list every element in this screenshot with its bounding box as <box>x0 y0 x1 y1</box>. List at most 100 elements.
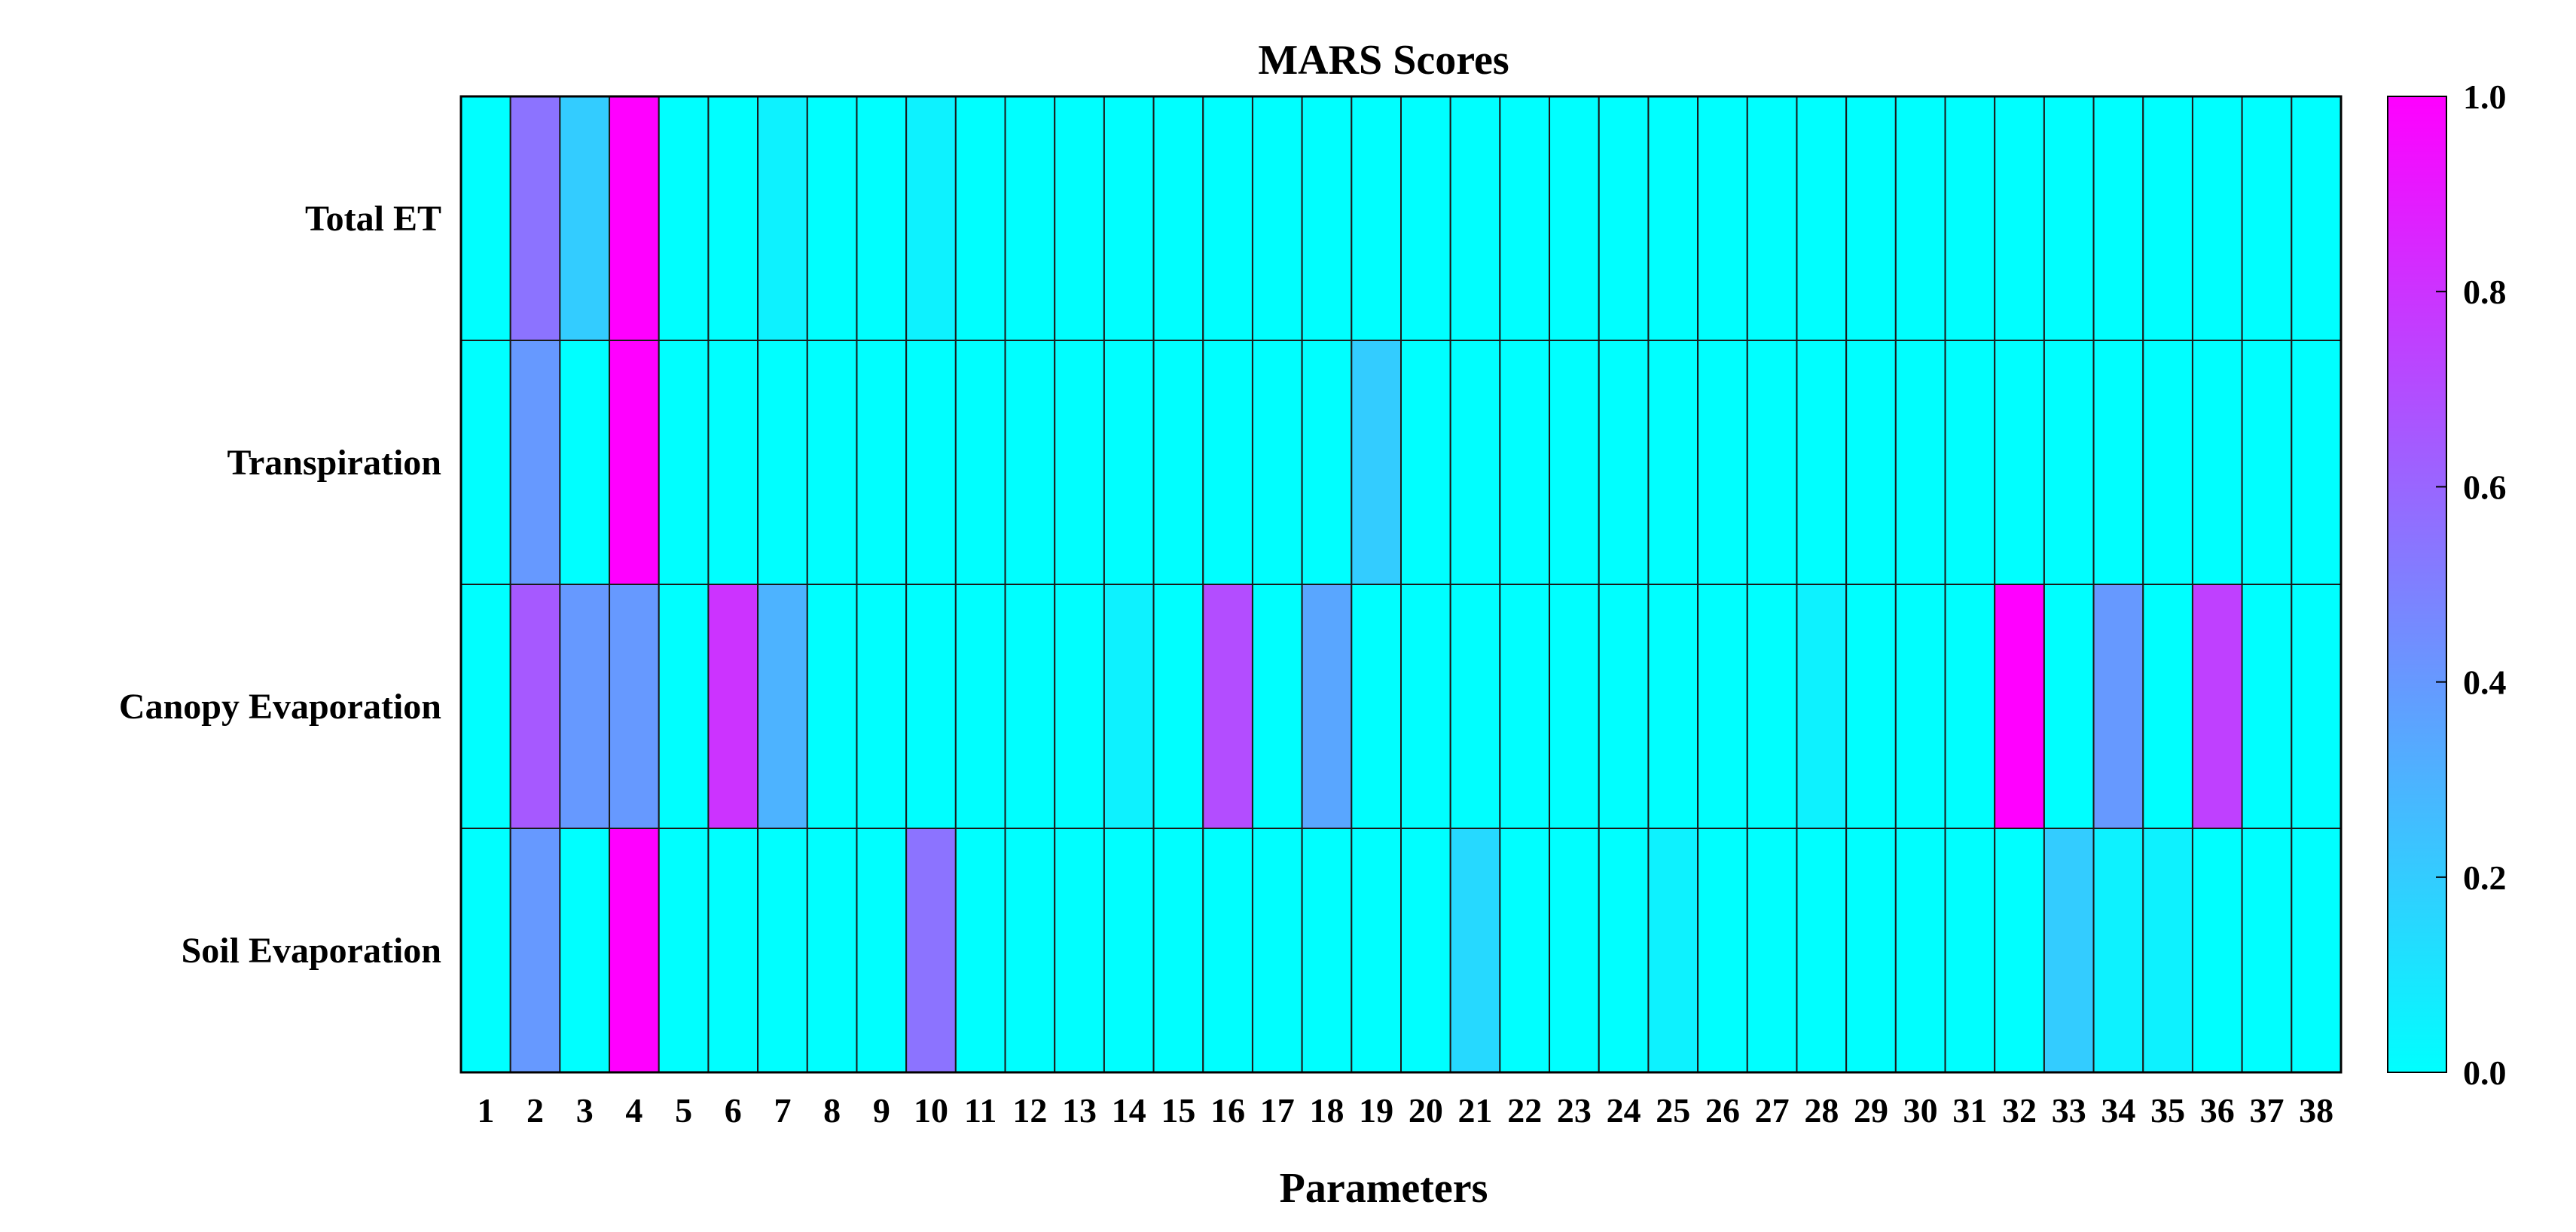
heatmap-cell <box>2092 828 2144 1073</box>
heatmap-cell <box>2191 828 2243 1073</box>
heatmap-cell <box>609 96 660 341</box>
column-label: 10 <box>914 1091 948 1130</box>
heatmap-cell <box>1647 828 1699 1073</box>
heatmap-cell <box>609 340 660 585</box>
heatmap-cell <box>1103 96 1155 341</box>
heatmap-cell <box>509 828 561 1073</box>
heatmap-cell <box>806 828 858 1073</box>
column-label: 18 <box>1309 1091 1344 1130</box>
column-label: 33 <box>2052 1091 2086 1130</box>
heatmap-cell <box>707 828 759 1073</box>
heatmap-cell <box>1400 96 1451 341</box>
column-label: 21 <box>1458 1091 1493 1130</box>
heatmap-cell <box>658 584 710 829</box>
heatmap-cell <box>1103 340 1155 585</box>
heatmap-cell <box>1697 584 1748 829</box>
heatmap-cell <box>707 584 759 829</box>
heatmap-cell <box>1697 340 1748 585</box>
column-label: 20 <box>1409 1091 1443 1130</box>
column-label: 1 <box>477 1091 494 1130</box>
column-label: 34 <box>2101 1091 2135 1130</box>
heatmap-cell <box>1202 584 1253 829</box>
heatmap-cell <box>1549 96 1600 341</box>
heatmap-cell <box>954 584 1006 829</box>
heatmap-cell <box>806 584 858 829</box>
column-label: 11 <box>964 1091 997 1130</box>
heatmap-cell <box>707 340 759 585</box>
heatmap-cell <box>1251 828 1303 1073</box>
heatmap-cell <box>2043 828 2095 1073</box>
column-label: 13 <box>1062 1091 1097 1130</box>
heatmap-cell <box>1647 96 1699 341</box>
heatmap-cell <box>2291 96 2342 341</box>
heatmap-cell <box>757 584 808 829</box>
heatmap-cell <box>1598 584 1650 829</box>
colorbar-tick-label: 0.8 <box>2463 273 2507 311</box>
heatmap-cell <box>460 96 511 341</box>
heatmap-cell <box>1251 96 1303 341</box>
heatmap-cell <box>559 340 611 585</box>
row-label: Total ET <box>305 199 441 239</box>
column-label: 37 <box>2249 1091 2284 1130</box>
column-labels: 1 2 3 4 5 6 7 8 9 10 11 12 13 14 15 16 17 18 19 20 21 22 23 24 2… <box>477 1091 2333 1130</box>
heatmap-cell <box>1449 96 1501 341</box>
heatmap-cell <box>609 584 660 829</box>
column-label: 14 <box>1112 1091 1146 1130</box>
heatmap-cell <box>905 340 957 585</box>
heatmap-cell <box>2241 340 2293 585</box>
heatmap-cell <box>2241 96 2293 341</box>
column-label: 38 <box>2299 1091 2333 1130</box>
heatmap-cell <box>658 340 710 585</box>
heatmap-cell <box>1301 340 1353 585</box>
heatmap-cell <box>1944 340 1996 585</box>
column-label: 29 <box>1854 1091 1888 1130</box>
heatmap-cell <box>2291 584 2342 829</box>
heatmap-cell <box>658 828 710 1073</box>
colorbar-tick-label: 0.2 <box>2463 858 2507 897</box>
column-label: 35 <box>2150 1091 2185 1130</box>
heatmap-cell <box>1152 340 1204 585</box>
heatmap-cell <box>1549 340 1600 585</box>
heatmap-cell <box>905 96 957 341</box>
heatmap-cell <box>1598 96 1650 341</box>
column-label: 16 <box>1210 1091 1245 1130</box>
heatmap-cell <box>1549 584 1600 829</box>
column-label: 23 <box>1557 1091 1592 1130</box>
heatmap-cell <box>1598 828 1650 1073</box>
heatmap-cell <box>1994 584 2045 829</box>
heatmap-cell <box>1499 340 1551 585</box>
heatmap-cell <box>1944 96 1996 341</box>
column-label: 36 <box>2200 1091 2235 1130</box>
column-label: 31 <box>1952 1091 1987 1130</box>
heatmap-cell <box>1054 828 1105 1073</box>
heatmap-cell <box>856 96 908 341</box>
heatmap-cell <box>1251 340 1303 585</box>
column-label: 19 <box>1359 1091 1393 1130</box>
heatmap-cell <box>1746 828 1798 1073</box>
heatmap-cell <box>1845 828 1897 1073</box>
column-label: 6 <box>725 1091 742 1130</box>
column-label: 15 <box>1161 1091 1195 1130</box>
heatmap-cell <box>856 828 908 1073</box>
heatmap-cell <box>1697 96 1748 341</box>
heatmap-cell <box>2142 828 2193 1073</box>
heatmap-cell <box>1400 584 1451 829</box>
heatmap-cell <box>1004 96 1056 341</box>
heatmap-cell <box>1054 340 1105 585</box>
heatmap-cell <box>2092 340 2144 585</box>
row-label: Soil Evaporation <box>182 931 441 971</box>
heatmap-cell <box>559 828 611 1073</box>
heatmap-cell <box>1894 584 1946 829</box>
colorbar-tick-label: 0.6 <box>2463 468 2507 506</box>
heatmap-cell <box>1152 584 1204 829</box>
heatmap-cell <box>1103 584 1155 829</box>
heatmap-cell <box>1152 828 1204 1073</box>
heatmap-cell <box>1944 584 1996 829</box>
heatmap-cell <box>856 340 908 585</box>
heatmap-cell <box>1894 96 1946 341</box>
heatmap-cell <box>1351 340 1402 585</box>
heatmap-cell <box>1697 828 1748 1073</box>
heatmap-cell <box>559 584 611 829</box>
heatmap-cell <box>2043 96 2095 341</box>
